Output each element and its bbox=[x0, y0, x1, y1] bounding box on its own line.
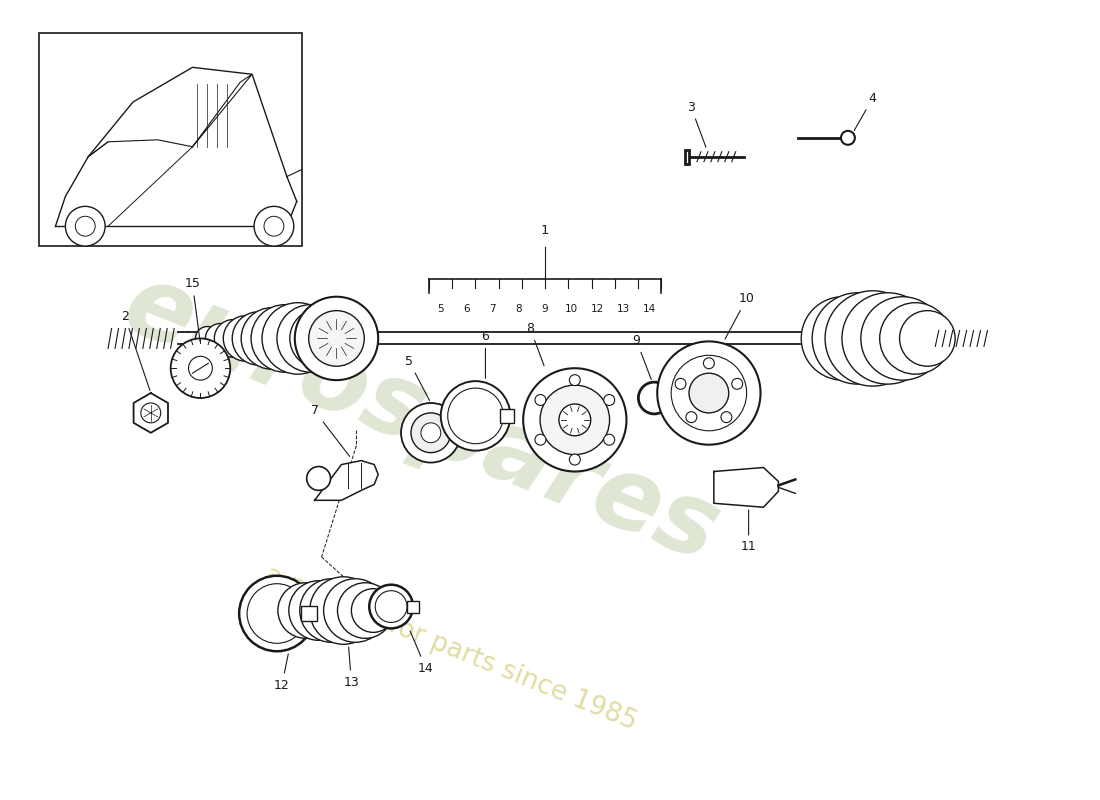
Text: 12: 12 bbox=[274, 654, 289, 691]
Polygon shape bbox=[714, 467, 779, 507]
FancyBboxPatch shape bbox=[685, 150, 689, 164]
Circle shape bbox=[842, 131, 855, 145]
Text: 13: 13 bbox=[617, 304, 630, 314]
Text: 6: 6 bbox=[482, 330, 490, 378]
Circle shape bbox=[812, 293, 903, 384]
Text: 9: 9 bbox=[541, 304, 548, 314]
Circle shape bbox=[604, 434, 615, 445]
Circle shape bbox=[196, 326, 219, 350]
FancyBboxPatch shape bbox=[300, 606, 317, 622]
Text: 10: 10 bbox=[564, 304, 578, 314]
Text: 2: 2 bbox=[121, 310, 150, 390]
Circle shape bbox=[289, 581, 349, 640]
Text: 1: 1 bbox=[541, 224, 549, 237]
Circle shape bbox=[251, 305, 319, 372]
Text: 14: 14 bbox=[410, 631, 433, 674]
Text: 10: 10 bbox=[725, 292, 755, 339]
Circle shape bbox=[351, 589, 395, 632]
Circle shape bbox=[535, 394, 546, 406]
FancyBboxPatch shape bbox=[407, 601, 419, 613]
Circle shape bbox=[801, 297, 884, 380]
Text: a passion for parts since 1985: a passion for parts since 1985 bbox=[261, 562, 640, 735]
Circle shape bbox=[170, 338, 230, 398]
Circle shape bbox=[295, 297, 378, 380]
Circle shape bbox=[232, 312, 286, 366]
Circle shape bbox=[141, 403, 161, 423]
Text: 8: 8 bbox=[526, 322, 544, 366]
Text: 3: 3 bbox=[688, 101, 706, 147]
Circle shape bbox=[732, 378, 742, 390]
Circle shape bbox=[223, 315, 270, 362]
Circle shape bbox=[880, 302, 952, 374]
Text: 11: 11 bbox=[740, 510, 757, 554]
Circle shape bbox=[570, 374, 581, 386]
Polygon shape bbox=[133, 393, 168, 433]
Circle shape bbox=[720, 412, 732, 422]
Circle shape bbox=[604, 394, 615, 406]
Text: 6: 6 bbox=[463, 304, 470, 314]
Text: 5: 5 bbox=[438, 304, 444, 314]
Circle shape bbox=[638, 382, 670, 414]
Text: 5: 5 bbox=[405, 354, 429, 401]
Circle shape bbox=[239, 576, 315, 651]
Circle shape bbox=[206, 323, 235, 354]
FancyBboxPatch shape bbox=[39, 33, 301, 246]
Circle shape bbox=[323, 578, 387, 642]
Text: 12: 12 bbox=[591, 304, 604, 314]
Circle shape bbox=[540, 385, 609, 454]
Circle shape bbox=[299, 578, 363, 642]
Circle shape bbox=[411, 413, 451, 453]
Circle shape bbox=[448, 388, 504, 444]
Text: 9: 9 bbox=[632, 334, 651, 379]
Circle shape bbox=[375, 590, 407, 622]
Circle shape bbox=[559, 404, 591, 436]
Circle shape bbox=[689, 373, 728, 413]
Circle shape bbox=[703, 358, 714, 369]
Circle shape bbox=[248, 584, 307, 643]
Circle shape bbox=[241, 308, 302, 370]
Circle shape bbox=[214, 319, 252, 358]
Circle shape bbox=[686, 412, 696, 422]
Circle shape bbox=[421, 423, 441, 442]
Text: 8: 8 bbox=[516, 304, 522, 314]
Circle shape bbox=[441, 381, 510, 450]
Circle shape bbox=[277, 305, 344, 372]
Circle shape bbox=[289, 309, 350, 368]
Circle shape bbox=[65, 206, 106, 246]
Polygon shape bbox=[315, 461, 378, 500]
Text: 7: 7 bbox=[310, 405, 350, 456]
Circle shape bbox=[370, 585, 412, 629]
FancyBboxPatch shape bbox=[500, 409, 514, 423]
Circle shape bbox=[535, 434, 546, 445]
Circle shape bbox=[264, 216, 284, 236]
Circle shape bbox=[825, 290, 921, 386]
Circle shape bbox=[307, 466, 330, 490]
Circle shape bbox=[675, 378, 686, 390]
Text: eurospares: eurospares bbox=[110, 256, 733, 583]
Text: 14: 14 bbox=[642, 304, 656, 314]
Circle shape bbox=[671, 355, 747, 430]
Text: 4: 4 bbox=[855, 92, 877, 130]
Text: 7: 7 bbox=[490, 304, 496, 314]
Circle shape bbox=[338, 582, 393, 638]
Circle shape bbox=[842, 293, 933, 384]
Circle shape bbox=[900, 310, 955, 366]
Circle shape bbox=[402, 403, 461, 462]
Circle shape bbox=[75, 216, 96, 236]
Circle shape bbox=[657, 342, 760, 445]
Text: 15: 15 bbox=[185, 278, 200, 342]
Text: 13: 13 bbox=[343, 647, 360, 689]
Circle shape bbox=[310, 577, 377, 644]
Circle shape bbox=[524, 368, 627, 471]
Circle shape bbox=[188, 356, 212, 380]
Circle shape bbox=[254, 206, 294, 246]
Circle shape bbox=[278, 582, 333, 638]
Circle shape bbox=[861, 297, 944, 380]
Circle shape bbox=[262, 302, 333, 374]
Circle shape bbox=[309, 310, 364, 366]
Circle shape bbox=[570, 454, 581, 465]
